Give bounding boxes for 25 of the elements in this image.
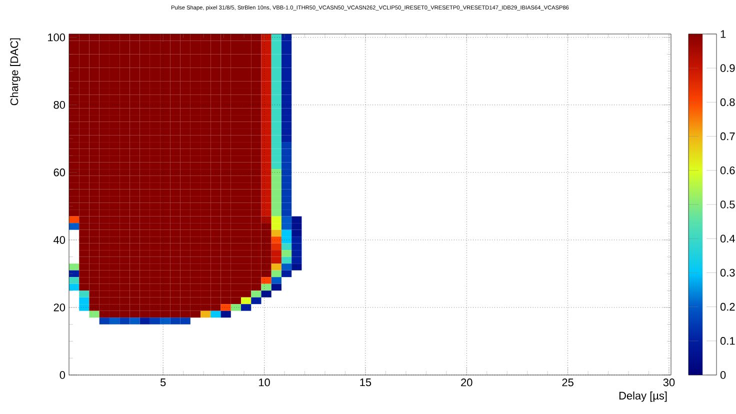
y-tick-label: 20 [54, 304, 66, 312]
x-tick-label: 5 [160, 378, 166, 386]
color-bar-label: 0.9 [720, 64, 735, 72]
color-bar-label: 0 [720, 371, 726, 379]
color-bar-label: 0.4 [720, 234, 735, 242]
color-bar-label: 0.2 [720, 302, 735, 311]
x-tick-label: 15 [360, 378, 372, 386]
y-tick-label: 80 [54, 101, 66, 109]
color-bar-label: 0.7 [720, 132, 735, 140]
y-axis-title: Charge [DAC] [10, 38, 20, 106]
y-tick-label: 40 [54, 236, 66, 244]
color-bar-label: 1 [720, 30, 726, 38]
x-tick-label: 30 [663, 378, 675, 386]
color-bar-label: 0.3 [720, 268, 735, 277]
y-tick-label: 100 [48, 34, 66, 42]
color-bar-label: 0.5 [720, 200, 735, 208]
x-axis-title: Delay [µs] [619, 392, 667, 402]
x-tick-label: 20 [461, 378, 472, 386]
color-bar-label: 0.1 [720, 337, 735, 345]
y-tick-label: 60 [54, 168, 66, 176]
x-tick-label: 25 [562, 378, 574, 386]
x-tick-label: 10 [259, 378, 270, 386]
color-bar-label: 0.8 [720, 98, 735, 106]
y-tick-label: 0 [60, 371, 66, 379]
color-bar-label: 0.6 [720, 166, 735, 174]
